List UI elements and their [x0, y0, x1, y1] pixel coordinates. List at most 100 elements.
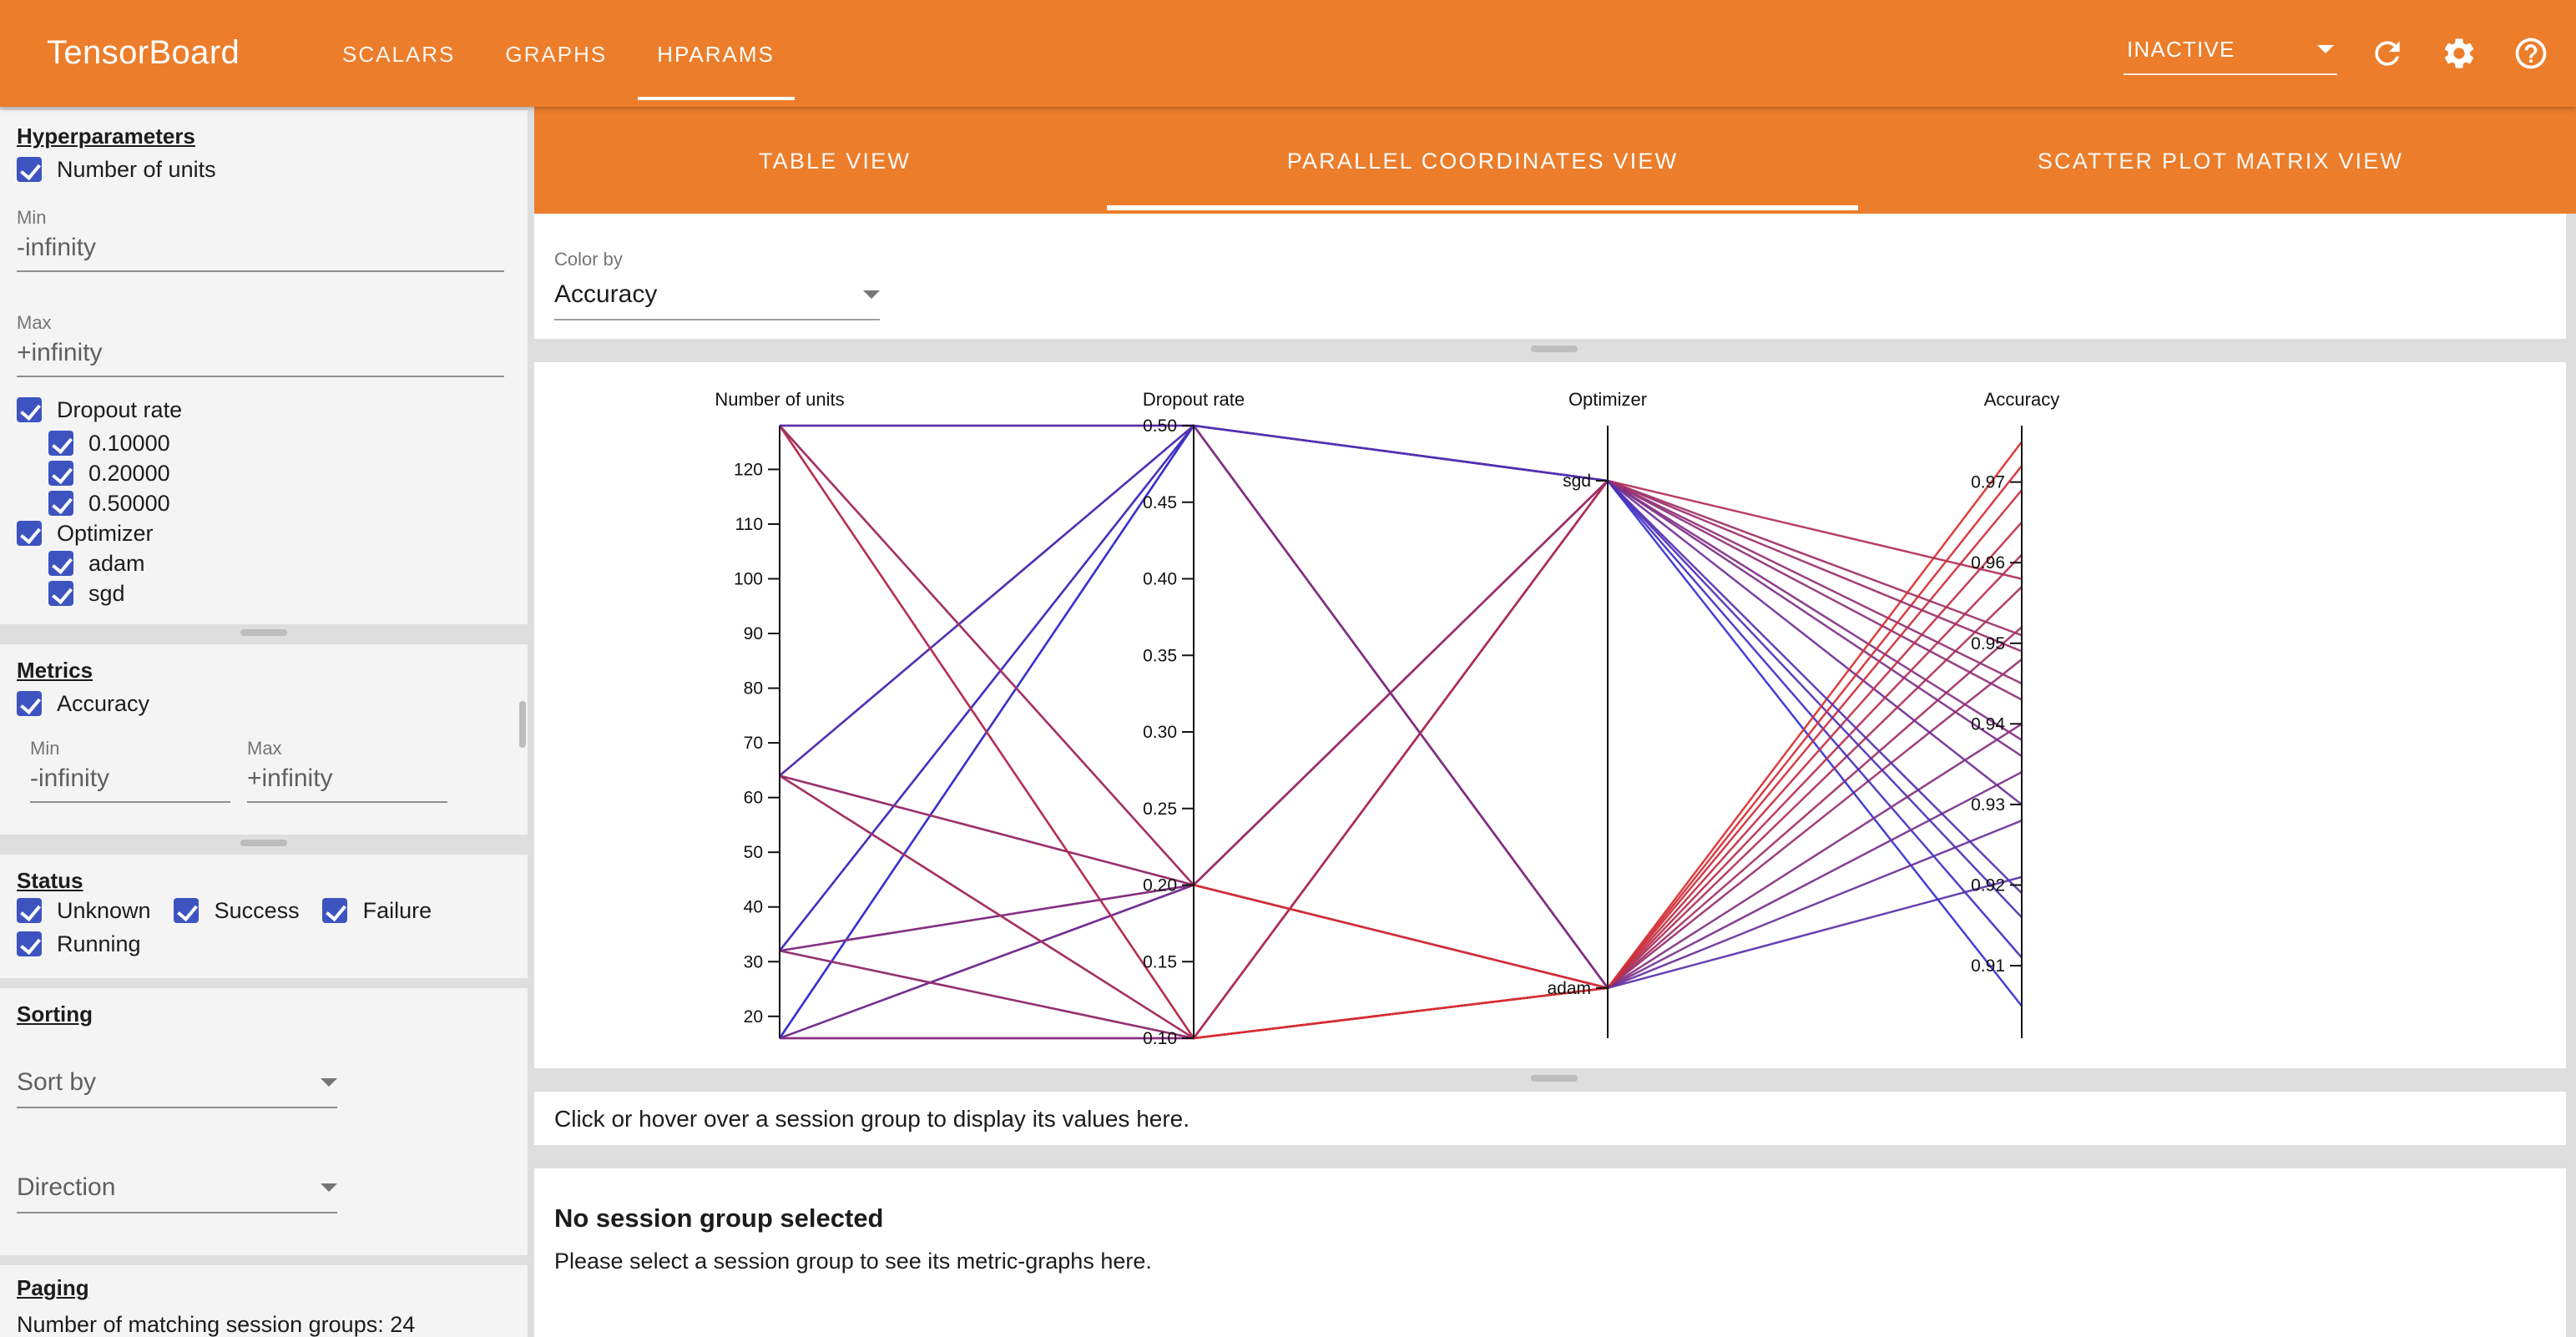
- session-line[interactable]: [779, 553, 2023, 1040]
- empty-state-subtitle: Please select a session group to see its…: [554, 1249, 1152, 1274]
- checkbox-checked-icon: [48, 581, 73, 606]
- reload-button[interactable]: [2366, 32, 2409, 75]
- axis-tick-label: 20: [744, 1007, 763, 1027]
- sort-by-select[interactable]: Sort by: [17, 1068, 337, 1108]
- axis-title: Number of units: [715, 389, 844, 410]
- axis-tick-label: adam: [1547, 979, 1591, 998]
- metric-graphs-panel: No session group selected Please select …: [534, 1168, 2566, 1337]
- axis-tick-label: 40: [744, 898, 763, 917]
- axis-title: Optimizer: [1568, 389, 1647, 410]
- color-by-value: Accuracy: [554, 280, 658, 309]
- tab-hparams[interactable]: HPARAMS: [637, 0, 796, 107]
- units-min-input[interactable]: [17, 234, 504, 272]
- help-button[interactable]: [2509, 32, 2553, 75]
- checkbox-checked-icon: [17, 898, 42, 923]
- checkbox-status-failure[interactable]: Failure: [322, 898, 432, 923]
- checkbox-label: adam: [88, 551, 145, 576]
- tab-scatter-plot-matrix-view[interactable]: SCATTER PLOT MATRIX VIEW: [2037, 148, 2404, 173]
- tab-table-view[interactable]: TABLE VIEW: [758, 148, 912, 173]
- reload-icon: [2375, 41, 2400, 66]
- checkbox-dropout-020[interactable]: 0.20000: [48, 461, 170, 486]
- session-line[interactable]: [780, 424, 2023, 895]
- units-max-input[interactable]: [17, 339, 504, 377]
- axis-tick-label: 110: [735, 515, 763, 534]
- axis-tick-label: 70: [744, 734, 763, 753]
- axis-tick-label: 0.35: [1143, 646, 1177, 665]
- metric-min-label: Min: [30, 739, 60, 759]
- status-checkbox-group: Unknown Success Failure Running: [17, 898, 518, 956]
- checkbox-checked-icon: [17, 157, 42, 182]
- axis-tick-label: 100: [734, 570, 763, 589]
- direction-select[interactable]: Direction: [17, 1173, 337, 1213]
- checkbox-number-of-units[interactable]: Number of units: [17, 157, 216, 182]
- matching-session-groups-text: Number of matching session groups: 24: [17, 1312, 416, 1337]
- axis-number-of-units[interactable]: Number of units 20 30 40 50 60 70 80 90 100 110 120: [715, 389, 845, 1038]
- sort-by-value: Sort by: [17, 1068, 97, 1097]
- checkbox-label: Optimizer: [57, 521, 154, 546]
- axis-accuracy[interactable]: Accuracy 0.91 0.92 0.93 0.94 0.95 0.96 0.97: [1971, 389, 2059, 1038]
- metric-min-input[interactable]: [30, 764, 230, 803]
- session-lines: [778, 423, 2023, 1041]
- checkbox-label: 0.10000: [88, 431, 170, 456]
- hyperparameters-heading: Hyperparameters: [17, 124, 195, 149]
- resize-handle[interactable]: [240, 629, 287, 636]
- app-title: TensorBoard: [47, 34, 240, 71]
- hover-message: Click or hover over a session group to d…: [554, 1105, 1190, 1132]
- checkbox-status-unknown[interactable]: Unknown: [17, 898, 151, 923]
- reload-status-select[interactable]: INACTIVE: [2124, 33, 2337, 74]
- color-by-label: Color by: [554, 250, 623, 270]
- parallel-coordinates-panel: Number of units 20 30 40 50 60 70 80 90 100 110 120…: [534, 362, 2566, 1068]
- checkbox-status-running[interactable]: Running: [17, 931, 141, 956]
- resize-handle[interactable]: [240, 840, 287, 846]
- checkbox-checked-icon: [17, 521, 42, 546]
- session-line[interactable]: [779, 425, 2023, 887]
- checkbox-checked-icon: [48, 551, 73, 576]
- resize-handle[interactable]: [1531, 346, 1578, 352]
- tab-graphs[interactable]: GRAPHS: [505, 41, 608, 66]
- checkbox-optimizer-adam[interactable]: adam: [48, 551, 145, 576]
- checkbox-optimizer[interactable]: Optimizer: [17, 521, 154, 546]
- reload-status-value: INACTIVE: [2127, 36, 2235, 61]
- checkbox-dropout-rate[interactable]: Dropout rate: [17, 397, 182, 422]
- sorting-heading: Sorting: [17, 1001, 93, 1027]
- empty-state-title: No session group selected: [554, 1205, 884, 1234]
- axis-tick-label: 0.20: [1143, 876, 1177, 896]
- axis-tick-label: 0.45: [1143, 493, 1177, 512]
- units-min-label: Min: [17, 209, 47, 229]
- axis-tick-label: 80: [744, 679, 763, 699]
- checkbox-dropout-010[interactable]: 0.10000: [48, 431, 170, 456]
- checkbox-dropout-050[interactable]: 0.50000: [48, 491, 170, 516]
- settings-button[interactable]: [2437, 32, 2481, 75]
- axis-tick-label: 120: [734, 460, 763, 479]
- tab-parallel-coordinates-view[interactable]: PARALLEL COORDINATES VIEW: [1286, 148, 1679, 173]
- axis-tick-label: 0.97: [1971, 473, 2005, 492]
- sidebar-hyperparameters-section: Hyperparameters Number of units Min Max …: [0, 110, 528, 624]
- checkbox-optimizer-sgd[interactable]: sgd: [48, 581, 125, 606]
- axis-optimizer[interactable]: Optimizer sgd adam: [1547, 389, 1647, 1038]
- checkbox-label: Number of units: [57, 157, 216, 182]
- chevron-down-icon: [321, 1183, 337, 1192]
- axis-dropout-rate[interactable]: Dropout rate 0.10 0.15 0.20 0.25 0.30 0.35 0.40…: [1143, 389, 1245, 1048]
- help-icon: [2515, 38, 2547, 69]
- sidebar-splitter-handle[interactable]: [519, 701, 526, 748]
- axis-tick-label: 0.40: [1143, 570, 1177, 589]
- checkbox-label: Dropout rate: [57, 397, 183, 422]
- session-line[interactable]: [778, 425, 2023, 1041]
- checkbox-accuracy[interactable]: Accuracy: [17, 691, 149, 716]
- topbar-actions: INACTIVE: [2124, 0, 2553, 107]
- resize-handle[interactable]: [1531, 1075, 1578, 1082]
- metrics-heading: Metrics: [17, 658, 93, 683]
- session-line[interactable]: [779, 424, 2023, 959]
- axis-title: Accuracy: [1984, 389, 2059, 410]
- metric-max-input[interactable]: [247, 764, 447, 803]
- chevron-down-icon: [321, 1078, 337, 1087]
- axis-tick-label: 90: [744, 624, 763, 643]
- parallel-coordinates-plot[interactable]: Number of units 20 30 40 50 60 70 80 90 100 110 120…: [551, 371, 2554, 1058]
- session-line[interactable]: [779, 658, 2023, 1040]
- session-values-panel: Click or hover over a session group to d…: [534, 1092, 2566, 1145]
- checkbox-status-success[interactable]: Success: [174, 898, 300, 923]
- color-by-select[interactable]: Accuracy: [554, 280, 880, 320]
- axis-tick-label: 0.25: [1143, 800, 1177, 819]
- sidebar-status-section: Status Unknown Success Failure Running: [0, 855, 528, 978]
- tab-scalars[interactable]: SCALARS: [342, 41, 456, 66]
